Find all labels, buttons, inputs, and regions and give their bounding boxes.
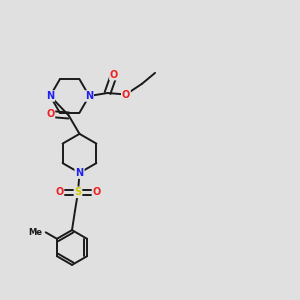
Text: Me: Me	[28, 228, 42, 237]
Text: N: N	[46, 91, 54, 101]
Text: O: O	[55, 187, 64, 197]
Text: O: O	[122, 89, 130, 100]
Text: N: N	[75, 168, 84, 178]
Text: S: S	[74, 187, 82, 197]
Text: O: O	[92, 187, 101, 197]
Text: N: N	[75, 168, 84, 178]
Text: O: O	[110, 70, 118, 80]
Text: O: O	[46, 109, 55, 119]
Text: N: N	[85, 91, 93, 101]
